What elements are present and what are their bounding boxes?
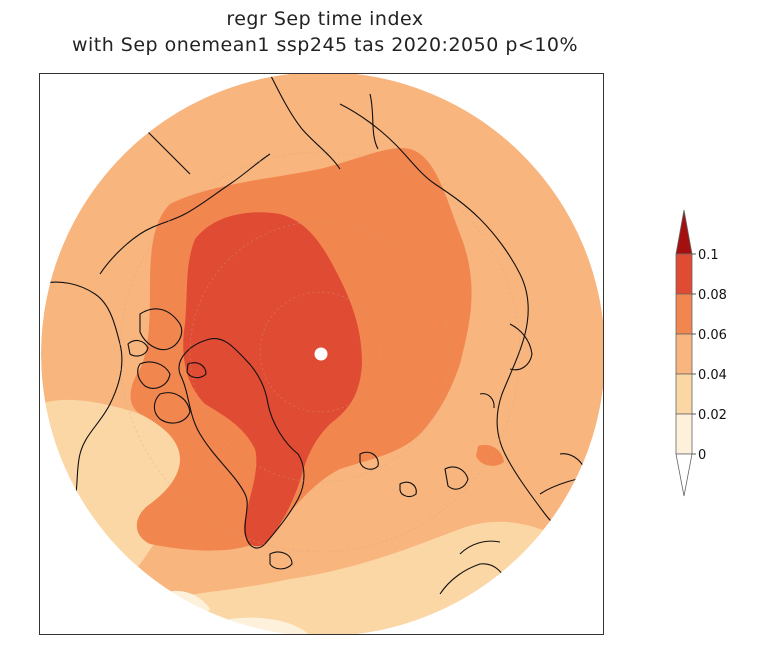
contour-008-010: [183, 212, 362, 547]
colorbar-top-arrow: [675, 209, 693, 255]
graticule: [119, 151, 521, 553]
colorbar-band-0-0.02: [675, 413, 693, 455]
map-mask: [40, 74, 603, 634]
map-subtitle: with Sep onemean1 ssp245 tas 2020:2050 p…: [71, 34, 579, 56]
colorbar-band-0.02-0.04: [675, 373, 693, 415]
colorbar-band-0.08-0.1: [675, 253, 693, 295]
map-title: regr Sep time index: [226, 8, 424, 30]
colorbar-band-0.06-0.08: [675, 293, 693, 335]
colorbar-label-0.04: 0.04: [698, 368, 727, 383]
station-marker: [314, 347, 328, 361]
map-frame: [39, 73, 604, 635]
colorbar-label-0.1: 0.1: [698, 248, 719, 263]
polar-map: [40, 74, 603, 634]
colorbar-label-0: 0: [698, 448, 706, 463]
colorbar-bottom-arrow: [675, 453, 693, 497]
colorbar-label-0.08: 0.08: [698, 288, 727, 303]
colorbar-band-0.04-0.06: [675, 333, 693, 375]
colorbar-label-0.06: 0.06: [698, 328, 727, 343]
colorbar-ticks: [692, 253, 696, 455]
contour-006-008-east: [476, 444, 504, 466]
colorbar: 0.1 0.08 0.06 0.04 0.02 0: [675, 209, 727, 497]
colorbar-label-0.02: 0.02: [698, 408, 727, 423]
